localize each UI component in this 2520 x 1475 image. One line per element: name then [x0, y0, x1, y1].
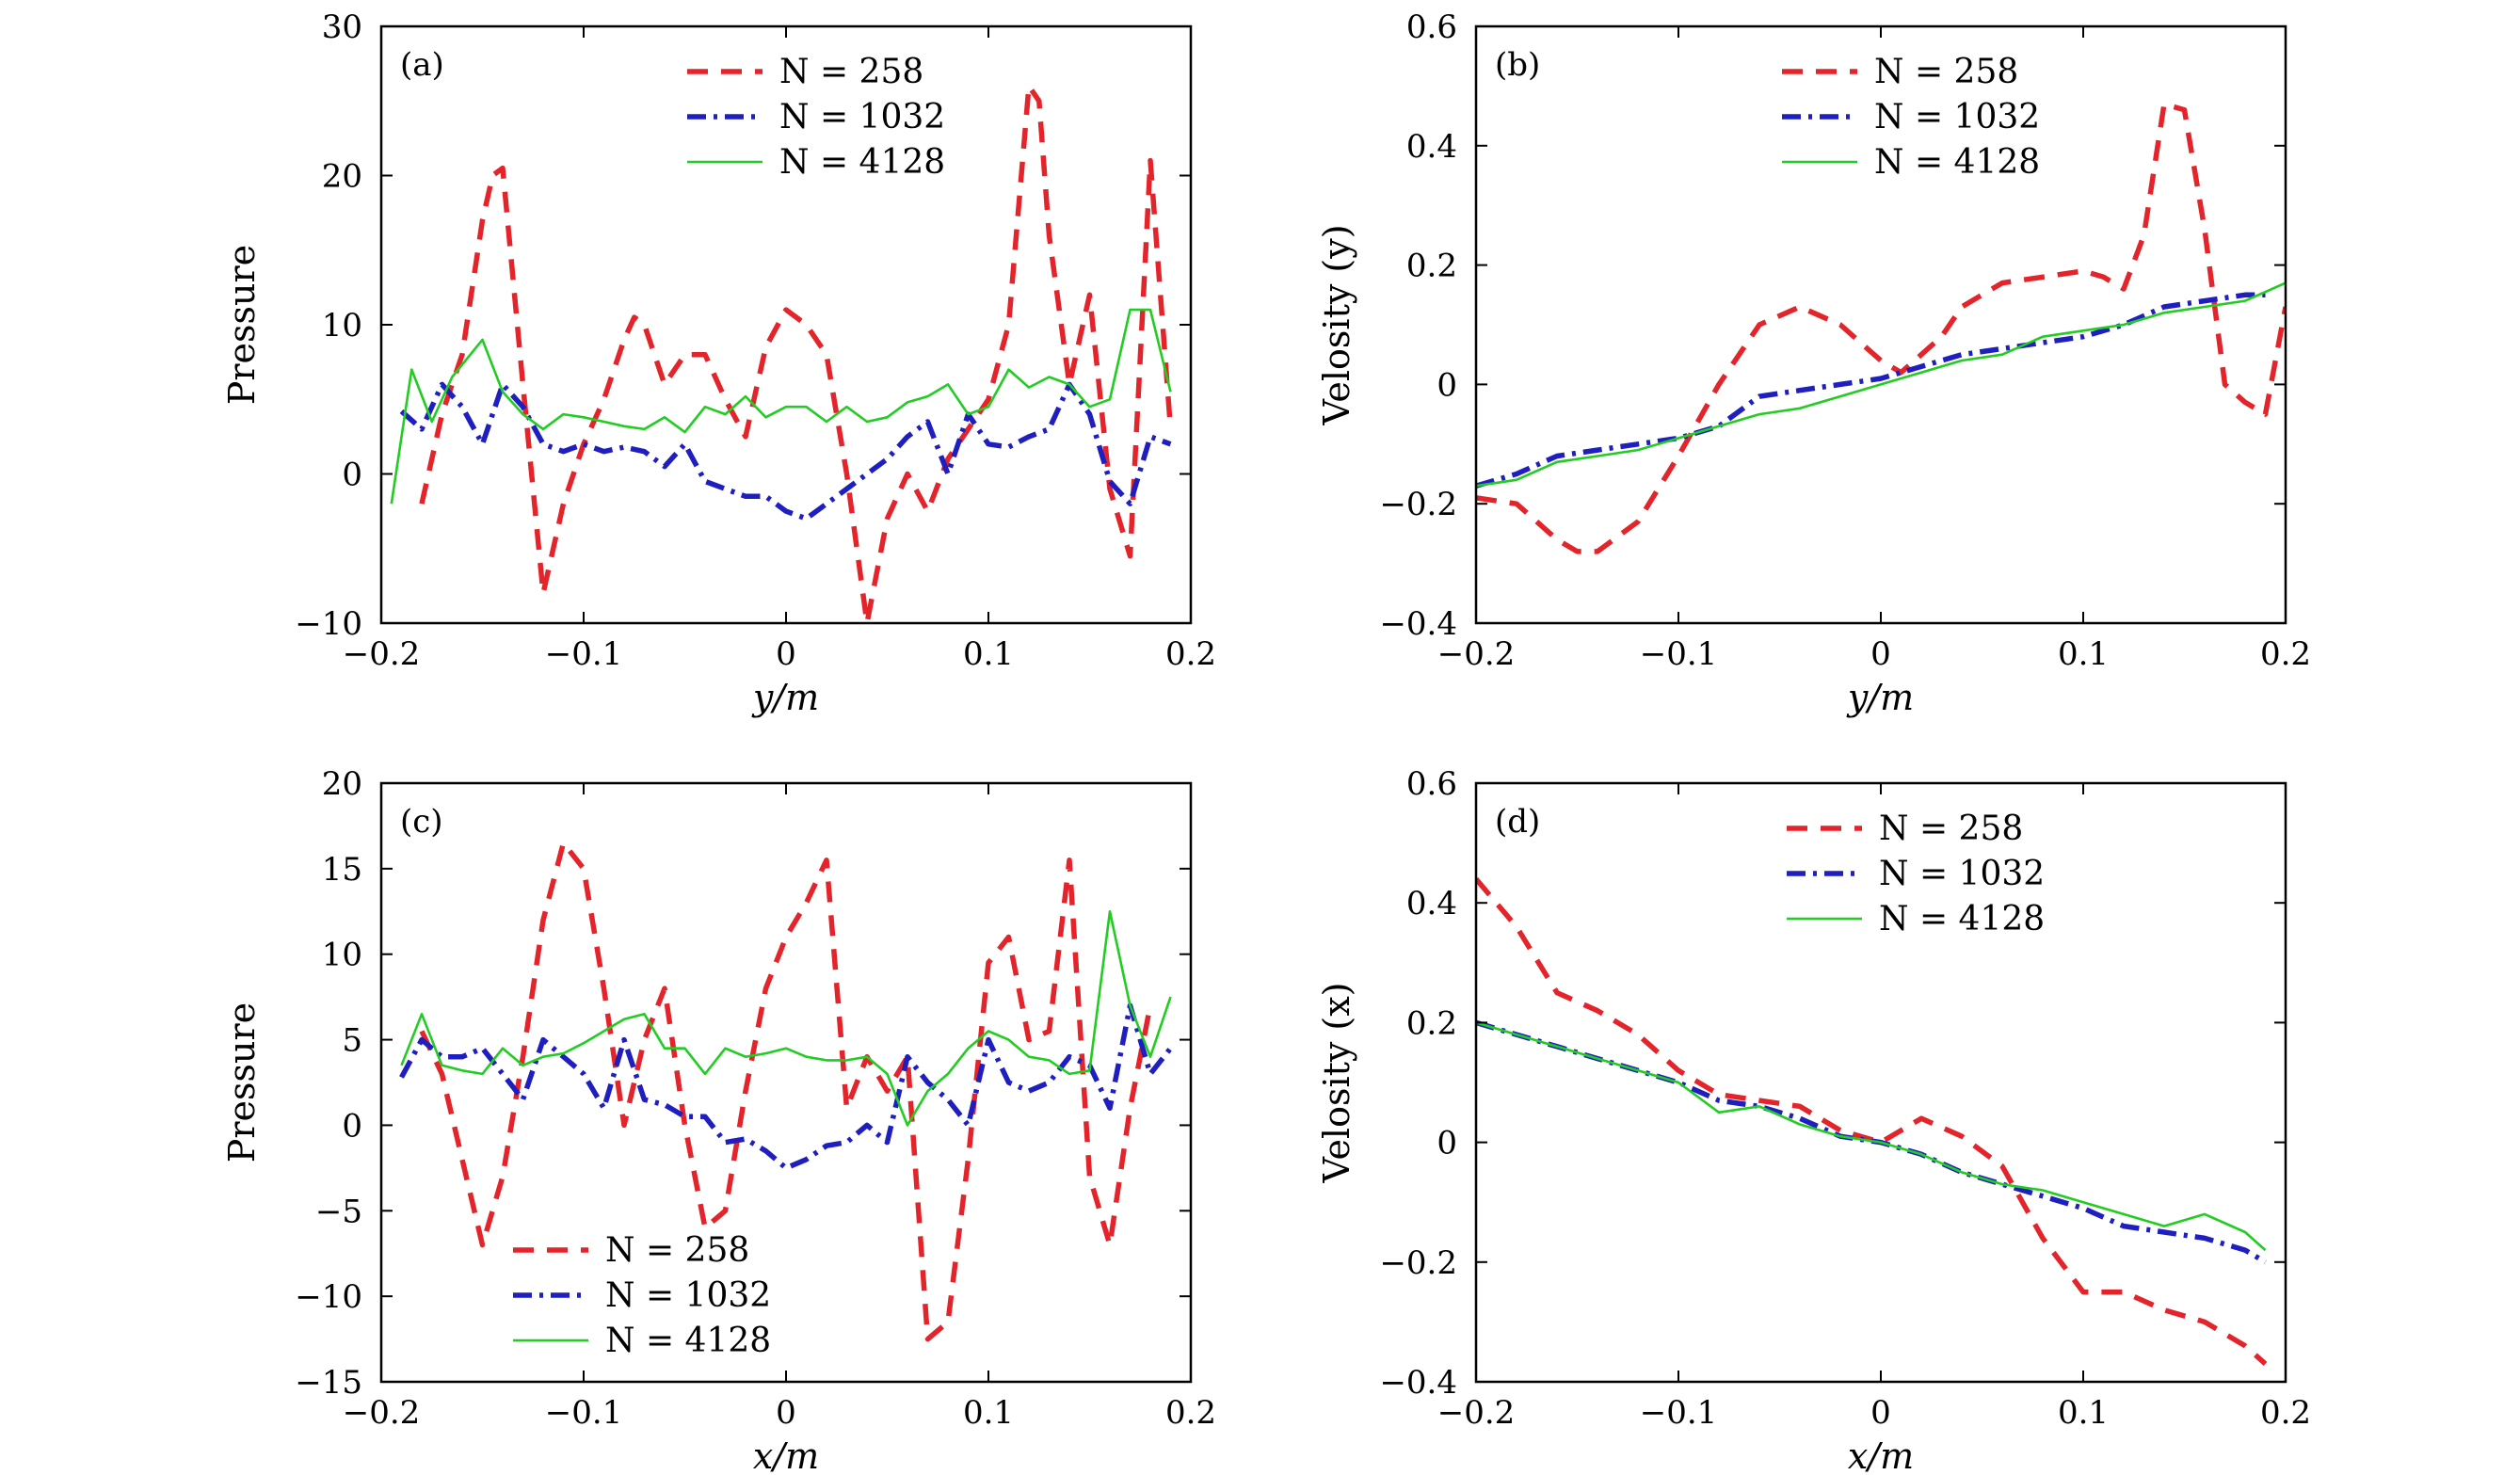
x-tick-label: 0.2	[1165, 635, 1216, 673]
legend-label: N = 1032	[779, 98, 945, 136]
y-tick-label: 0	[1437, 1125, 1457, 1162]
y-tick-label: −15	[295, 1364, 362, 1402]
axes-frame	[379, 781, 1193, 1384]
y-tick-label: 15	[322, 851, 362, 889]
y-tick-label: 0.2	[1406, 248, 1457, 285]
x-tick-label: 0	[1870, 1394, 1891, 1432]
x-tick-label: −0.2	[343, 635, 421, 673]
y-tick-label: 0.2	[1406, 1004, 1457, 1042]
series-line-n4128	[400, 909, 1172, 1127]
y-tick-label: −10	[295, 605, 362, 643]
y-tick-label: −0.2	[1379, 1244, 1457, 1282]
y-axis-label: Pressure	[221, 245, 263, 405]
legend-label: N = 4128	[1879, 900, 2045, 938]
y-tick-label: 5	[342, 1022, 362, 1060]
x-tick-label: 0.1	[963, 635, 1014, 673]
y-tick-label: 0	[342, 457, 362, 494]
legend-label: N = 258	[605, 1231, 749, 1270]
y-tick-label: 10	[322, 937, 362, 974]
series-group	[1476, 877, 2268, 1366]
legend: N = 258 N = 1032 N = 4128	[687, 53, 945, 182]
x-tick-label: 0	[776, 1394, 796, 1432]
x-tick-label: −0.1	[545, 635, 623, 673]
x-tick-label: 0.1	[2058, 635, 2109, 673]
panel-label: (a)	[400, 46, 444, 84]
legend-label: N = 4128	[1874, 143, 2040, 182]
series-group	[390, 83, 1174, 623]
legend: N = 258 N = 1032 N = 4128	[513, 1231, 771, 1360]
x-tick-label: −0.1	[1640, 635, 1718, 673]
y-tick-label: 0.4	[1406, 128, 1457, 166]
series-line-n258	[1476, 877, 2268, 1366]
y-axis-label: Pressure	[221, 1002, 263, 1162]
panel-label: (c)	[400, 803, 443, 841]
y-axis-label: Velosity (y)	[1316, 224, 1357, 425]
x-tick-label: −0.2	[1437, 635, 1516, 673]
y-tick-label: 0.6	[1406, 765, 1457, 803]
x-axis-label: y/m	[751, 677, 819, 718]
y-tick-label: −0.4	[1379, 1364, 1457, 1402]
x-axis-label: x/m	[1848, 1435, 1914, 1475]
legend-label: N = 1032	[1879, 855, 2045, 893]
y-tick-label: 30	[322, 8, 362, 46]
legend: N = 258 N = 1032 N = 4128	[1782, 53, 2040, 182]
panel-1: −0.2 −0.1 0 0.1 0.2 −10 0 10 20 30 (a) y/m Pressure N…	[221, 8, 1216, 718]
y-tick-label: −5	[315, 1193, 362, 1230]
panel-2: −0.2 −0.1 0 0.1 0.2−0.4−0.200.20.40.6(b)y/mV…	[1316, 8, 2311, 718]
x-axis-label: x/m	[753, 1435, 819, 1475]
y-axis-label: Velosity (x)	[1316, 982, 1357, 1183]
y-tick-label: 10	[322, 307, 362, 345]
x-tick-label: 0	[1870, 635, 1891, 673]
series-line-n1032	[399, 381, 1172, 521]
legend-label: N = 1032	[605, 1276, 771, 1315]
y-tick-label: −0.4	[1379, 605, 1457, 643]
y-tick-label: 0.6	[1406, 8, 1457, 46]
series-group	[399, 840, 1173, 1342]
x-tick-label: −0.2	[343, 1394, 421, 1432]
legend-label: N = 258	[779, 53, 923, 91]
x-tick-label: 0.1	[963, 1394, 1014, 1432]
x-axis-label: y/m	[1846, 677, 1914, 718]
legend-label: N = 4128	[779, 143, 945, 182]
series-line-n4128	[390, 308, 1172, 505]
panel-4: −0.2 −0.1 0 0.1 0.2−0.4−0.200.20.40.6(d)x/mV…	[1316, 765, 2311, 1475]
series-group	[1476, 101, 2286, 554]
panel-label: (b)	[1495, 46, 1540, 84]
series-line-n4128	[1476, 1021, 2267, 1252]
x-tick-label: 0.1	[2058, 1394, 2109, 1432]
y-tick-label: 20	[322, 765, 362, 803]
legend-label: N = 4128	[605, 1322, 771, 1360]
x-tick-label: 0.2	[1165, 1394, 1216, 1432]
series-line-n258	[419, 83, 1174, 623]
x-tick-label: −0.1	[545, 1394, 623, 1432]
legend-label: N = 258	[1874, 53, 2018, 91]
series-line-n4128	[1476, 281, 2286, 488]
y-tick-label: 0	[1437, 366, 1457, 404]
panel-label: (d)	[1495, 803, 1540, 841]
y-tick-label: −10	[295, 1278, 362, 1316]
x-tick-label: −0.2	[1437, 1394, 1516, 1432]
x-tick-label: 0	[776, 635, 796, 673]
y-tick-label: 0.4	[1406, 885, 1457, 922]
series-line-n1032	[1476, 292, 2266, 489]
series-line-n1032	[399, 1002, 1173, 1171]
y-tick-label: −0.2	[1379, 486, 1457, 523]
x-tick-label: −0.1	[1640, 1394, 1718, 1432]
series-line-n258	[419, 840, 1153, 1342]
panel-3: −0.2 −0.1 0 0.1 0.2 −15 −10 −5 0 5 10 15 20 (c) x/m Pre…	[221, 765, 1216, 1475]
x-tick-label: 0.2	[2260, 1394, 2311, 1432]
legend: N = 258 N = 1032 N = 4128	[1787, 810, 2045, 938]
legend-label: N = 258	[1879, 810, 2023, 848]
y-tick-label: 0	[342, 1107, 362, 1145]
x-tick-label: 0.2	[2260, 635, 2311, 673]
legend-label: N = 1032	[1874, 98, 2040, 136]
y-tick-label: 20	[322, 158, 362, 196]
series-line-n258	[1476, 101, 2286, 554]
